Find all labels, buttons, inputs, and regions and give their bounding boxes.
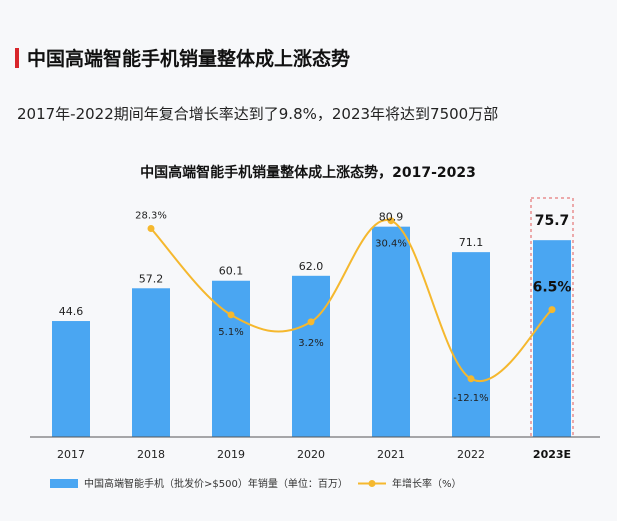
- x-tick-label-2021: 2021: [377, 448, 405, 461]
- x-tick-label-2022: 2022: [457, 448, 485, 461]
- growth-rate-line: [150, 219, 553, 383]
- rate-point-2018: [147, 225, 155, 233]
- bar-value-label-2021: 80.9: [379, 211, 404, 224]
- x-tick-label-2019: 2019: [217, 448, 245, 461]
- rate-point-2022: [467, 375, 475, 383]
- x-tick-label-2017: 2017: [57, 448, 85, 461]
- x-tick-label-2018: 2018: [137, 448, 165, 461]
- rate-point-2021: [387, 217, 395, 225]
- bar-2020: [292, 275, 330, 437]
- legend-bar-swatch: [50, 479, 78, 488]
- rate-point-2020: [307, 318, 315, 326]
- rate-value-label-2023E: 6.5%: [533, 280, 572, 296]
- rate-point-2023E: [548, 306, 556, 314]
- bar-2021: [372, 226, 410, 437]
- rate-value-label-2019: 5.1%: [218, 327, 243, 338]
- legend-line-label: 年增长率（%）: [392, 477, 462, 490]
- bar-2018: [132, 288, 170, 437]
- bar-2023E: [533, 240, 571, 437]
- bar-value-label-2023E: 75.7: [535, 213, 570, 229]
- legend-line-marker: [368, 480, 376, 487]
- rate-value-label-2021: 30.4%: [375, 239, 407, 250]
- rate-value-label-2022: -12.1%: [453, 393, 488, 404]
- x-tick-label-2023E: 2023E: [533, 448, 571, 461]
- bar-value-label-2022: 71.1: [459, 236, 484, 249]
- bar-value-label-2020: 62.0: [299, 260, 324, 273]
- title-accent-bar: [15, 48, 19, 68]
- page-subtitle: 2017年-2022期间年复合增长率达到了9.8%，2023年将达到7500万部: [17, 105, 499, 123]
- page-title: 中国高端智能手机销量整体成上涨态势: [27, 48, 351, 70]
- rate-value-label-2018: 28.3%: [135, 211, 167, 222]
- x-tick-label-2020: 2020: [297, 448, 325, 461]
- bar-value-label-2018: 57.2: [139, 272, 164, 285]
- bar-2022: [452, 252, 490, 437]
- rate-point-2019: [227, 311, 235, 319]
- bar-value-label-2019: 60.1: [219, 265, 244, 278]
- chart-title: 中国高端智能手机销量整体成上涨态势，2017-2023: [140, 164, 476, 181]
- legend-bar-label: 中国高端智能手机（批发价>$500）年销量（单位：百万）: [84, 477, 348, 490]
- bar-2017: [52, 321, 90, 437]
- bar-value-label-2017: 44.6: [59, 305, 84, 318]
- rate-value-label-2020: 3.2%: [298, 338, 323, 349]
